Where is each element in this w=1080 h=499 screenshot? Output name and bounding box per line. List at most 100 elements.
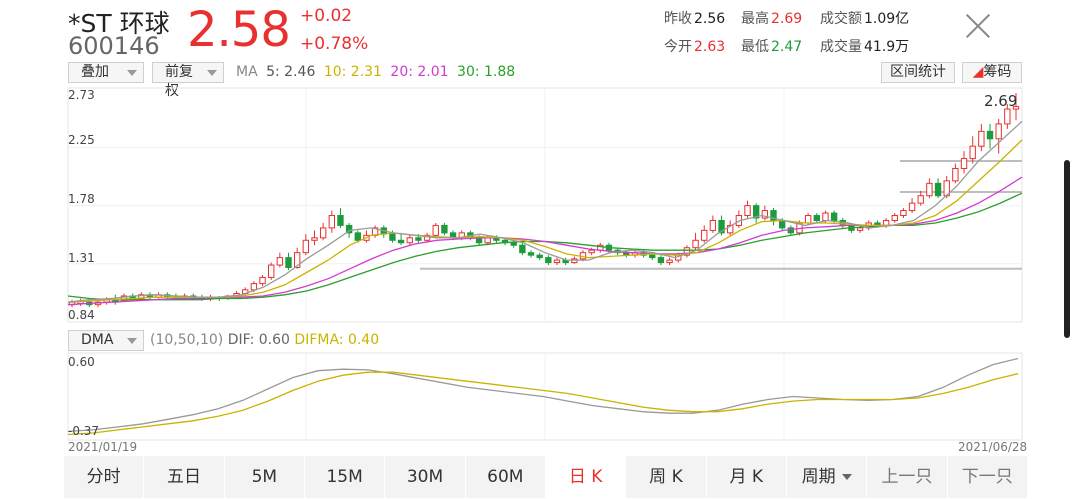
candle-body-97 xyxy=(908,202,916,212)
chips-button[interactable]: ◢筹码 xyxy=(962,62,1022,83)
scrollbar[interactable] xyxy=(1064,160,1070,338)
candle-body-31 xyxy=(337,215,344,226)
candle-body-51 xyxy=(510,242,517,246)
candle-body-21 xyxy=(250,283,258,291)
candle-body-100 xyxy=(934,182,942,197)
overlay-label: 叠加 xyxy=(81,64,109,80)
volume-label: 成交量 xyxy=(820,39,862,55)
low-value: 2.47 xyxy=(771,39,803,55)
candle-body-41 xyxy=(423,234,431,241)
price-change-pct: +0.78% xyxy=(300,34,369,54)
overlay-dropdown[interactable]: 叠加 xyxy=(68,62,144,83)
range-stats-button[interactable]: 区间统计 xyxy=(881,62,955,83)
ma20-value: 20: 2.01 xyxy=(390,64,449,80)
candle-body-91 xyxy=(856,227,864,231)
candle-body-107 xyxy=(995,123,1002,140)
chips-label: 筹码 xyxy=(983,64,1012,80)
candle-body-98 xyxy=(917,195,924,204)
chevron-down-icon xyxy=(207,70,217,76)
tab-intraday[interactable]: 分时 xyxy=(64,456,145,498)
ma10-value: 10: 2.31 xyxy=(323,64,382,80)
candle-body-54 xyxy=(536,254,543,259)
price-tick-3: 1.78 xyxy=(68,192,95,206)
adjust-dropdown[interactable]: 前复权 xyxy=(152,62,224,99)
ma-label: MA xyxy=(236,64,258,80)
candle-body-88 xyxy=(830,212,838,221)
chevron-down-icon xyxy=(127,70,137,76)
tab-15m[interactable]: 15M xyxy=(305,456,386,498)
candle-body-53 xyxy=(527,252,535,256)
candle-body-71 xyxy=(683,247,691,256)
candle-body-68 xyxy=(657,257,665,264)
indicator-params: (10,50,10) xyxy=(150,332,224,348)
candle-body-24 xyxy=(276,257,284,266)
volume-stat: 成交量 41.9万 xyxy=(820,36,909,56)
dma-lines xyxy=(67,357,1019,436)
candle-body-78 xyxy=(744,205,751,217)
tab-monthly-k[interactable]: 月 K xyxy=(707,456,787,498)
price-tick-4: 1.31 xyxy=(68,251,95,265)
tab-five-day[interactable]: 五日 xyxy=(144,456,225,498)
price-tick-1: 2.73 xyxy=(68,88,95,102)
candle-body-23 xyxy=(268,264,275,278)
tab-60m[interactable]: 60M xyxy=(466,456,546,498)
indicator-dropdown[interactable]: DMA xyxy=(68,330,144,351)
candle-body-99 xyxy=(926,182,933,197)
current-price: 2.58 xyxy=(187,2,291,58)
candle-body-109 xyxy=(1012,106,1020,110)
candle-body-86 xyxy=(813,215,820,221)
dif-value: DIF: 0.60 xyxy=(227,332,290,348)
candle-body-74 xyxy=(709,219,717,231)
open-value: 2.63 xyxy=(694,39,726,55)
candle-body-55 xyxy=(545,257,552,264)
reference-lines xyxy=(420,160,1022,270)
turnover-stat: 成交额 1.09亿 xyxy=(820,8,909,28)
candle-body-38 xyxy=(397,239,405,244)
price-tick-2: 2.25 xyxy=(68,133,95,147)
candle-body-30 xyxy=(328,215,336,229)
indicator-bottom-tick: -0.37 xyxy=(68,424,100,438)
stock-code: 600146 xyxy=(68,32,160,60)
candle-body-39 xyxy=(406,237,413,244)
indicator-top-tick: 0.60 xyxy=(68,355,95,369)
candle-body-29 xyxy=(319,227,327,239)
candle-body-103 xyxy=(960,158,968,169)
candle-body-72 xyxy=(692,239,699,249)
turnover-value: 1.09亿 xyxy=(864,11,910,27)
tab-30m[interactable]: 30M xyxy=(385,456,466,498)
candle-body-27 xyxy=(302,239,310,254)
turnover-label: 成交额 xyxy=(820,11,862,27)
candle-body-32 xyxy=(345,224,353,234)
low-label: 最低 xyxy=(741,39,769,55)
candle-body-69 xyxy=(666,259,673,264)
ma-lines xyxy=(67,120,1023,306)
dif-line xyxy=(67,357,1019,433)
candle-body-75 xyxy=(718,219,725,234)
tab-weekly-k[interactable]: 周 K xyxy=(626,456,707,498)
indicator-legend: (10,50,10) DIF: 0.60 DIFMA: 0.40 xyxy=(150,332,379,348)
open-stat: 今开 2.63 xyxy=(664,36,725,56)
tab-daily-k[interactable]: 日 K xyxy=(545,456,627,498)
prev-close-stat: 昨收 2.56 xyxy=(664,8,725,28)
prev-close-label: 昨收 xyxy=(664,11,692,27)
tab-5m[interactable]: 5M xyxy=(225,456,305,498)
candle-body-82 xyxy=(778,219,786,229)
high-stat: 最高 2.69 xyxy=(741,8,802,28)
prev-close-value: 2.56 xyxy=(694,11,726,27)
next-stock-button[interactable]: 下一只 xyxy=(948,456,1028,498)
chart-grid xyxy=(67,87,1023,441)
chevron-down-icon xyxy=(841,474,852,480)
ma30-value: 30: 1.88 xyxy=(457,64,516,80)
candle-body-25 xyxy=(285,257,292,269)
ma5-line xyxy=(67,120,1023,303)
candle-body-105 xyxy=(978,130,985,147)
tab-period[interactable]: 周期 xyxy=(787,456,868,498)
prev-stock-button[interactable]: 上一只 xyxy=(867,456,948,498)
high-label: 最高 xyxy=(741,11,769,27)
candle-body-26 xyxy=(293,252,301,269)
candle-body-56 xyxy=(553,259,561,264)
candle-body-104 xyxy=(969,145,976,160)
candle-body-42 xyxy=(432,224,439,236)
price-max-label: 2.69 xyxy=(984,92,1018,110)
